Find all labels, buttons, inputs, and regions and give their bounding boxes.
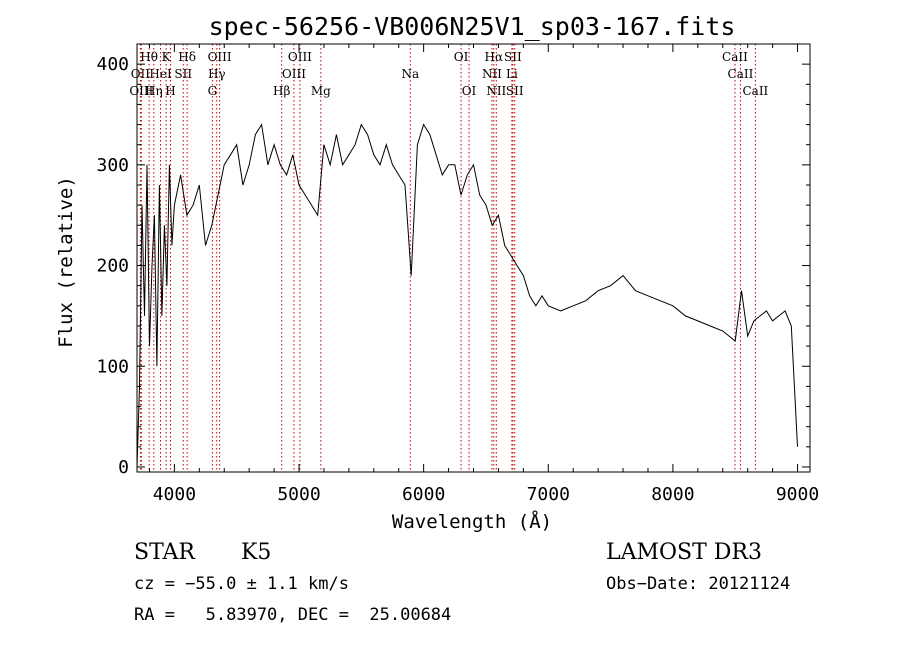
y-axis-ticks: 0 100 200 300 400 (96, 43, 810, 478)
y-tick-label: 400 (96, 54, 129, 75)
spectral-line-label: Hβ (273, 84, 290, 98)
x-tick-label: 8000 (651, 484, 694, 505)
y-tick-label: 200 (96, 256, 129, 277)
spectral-line-label: CaII (722, 50, 748, 64)
spectral-line-label: OII (131, 67, 151, 81)
redshift-cz: cz = −55.0 ± 1.1 km/s (134, 574, 349, 594)
spectral-line-label: NII (482, 67, 502, 81)
flux-series-line (136, 123, 798, 468)
spectral-line-label: Hα (485, 50, 504, 64)
x-tick-label: 6000 (402, 484, 445, 505)
chart-title: spec-56256-VB006N25V1_sp03-167.fits (209, 12, 736, 41)
x-tick-label: 5000 (277, 484, 320, 505)
survey-name: LAMOST DR3 (606, 540, 762, 565)
x-tick-label: 7000 (527, 484, 570, 505)
spectral-line-label: OI (454, 50, 469, 64)
spectral-line-label: OIII (282, 67, 306, 81)
spectral-line-label: H (165, 84, 175, 98)
spectral-line-label: Hδ (178, 50, 196, 64)
plot-frame (136, 43, 811, 473)
spectral-line-label: OIII (208, 50, 232, 64)
spectral-line-markers (139, 44, 756, 472)
spectral-line-label: Hθ (140, 50, 158, 64)
spectral-line-label: NII (486, 84, 506, 98)
coordinates: RA = 5.83970, DEC = 25.00684 (134, 605, 452, 625)
spectral-line-label: G (208, 84, 218, 98)
x-axis-label: Wavelength (Å) (392, 510, 552, 533)
spectral-line-label: Hγ (208, 67, 226, 81)
spectral-line-label: SII (506, 84, 524, 98)
y-axis-label: Flux (relative) (55, 176, 77, 348)
x-tick-label: 4000 (153, 484, 196, 505)
spectral-line-label: CaII (742, 84, 768, 98)
y-tick-label: 300 (96, 155, 129, 176)
spectral-line-label: CaII (728, 67, 754, 81)
spectral-line-labels: OII OIII Hθ Hη HeI K H SII Hδ G Hγ OIII Hβ OIII OIII Mg… (129, 50, 768, 98)
spectral-line-label: OI (462, 84, 477, 98)
x-tick-label: 9000 (776, 484, 819, 505)
spectral-line-label: Hη (145, 84, 163, 98)
spectral-line-label: OIII (129, 84, 153, 98)
y-tick-label: 100 (96, 356, 129, 377)
observation-date: Obs−Date: 20121124 (606, 574, 791, 594)
object-subclass: K5 (241, 540, 272, 565)
spectral-line-label: Na (401, 67, 419, 81)
object-class: STAR (134, 540, 195, 565)
spectral-line-label: HeI (149, 67, 172, 81)
spectral-line-label: Li (506, 67, 518, 81)
spectral-line-label: OIII (288, 50, 312, 64)
x-axis-ticks: 4000 5000 6000 7000 8000 9000 (148, 44, 819, 505)
spectral-line-label: SII (504, 50, 522, 64)
spectral-line-label: Mg (311, 84, 331, 98)
spectrum-chart: spec-56256-VB006N25V1_sp03-167.fits OIIO… (55, 12, 819, 533)
spectral-line-label: SII (174, 67, 192, 81)
y-tick-label: 0 (118, 457, 129, 478)
spectral-line-label: K (162, 50, 172, 64)
